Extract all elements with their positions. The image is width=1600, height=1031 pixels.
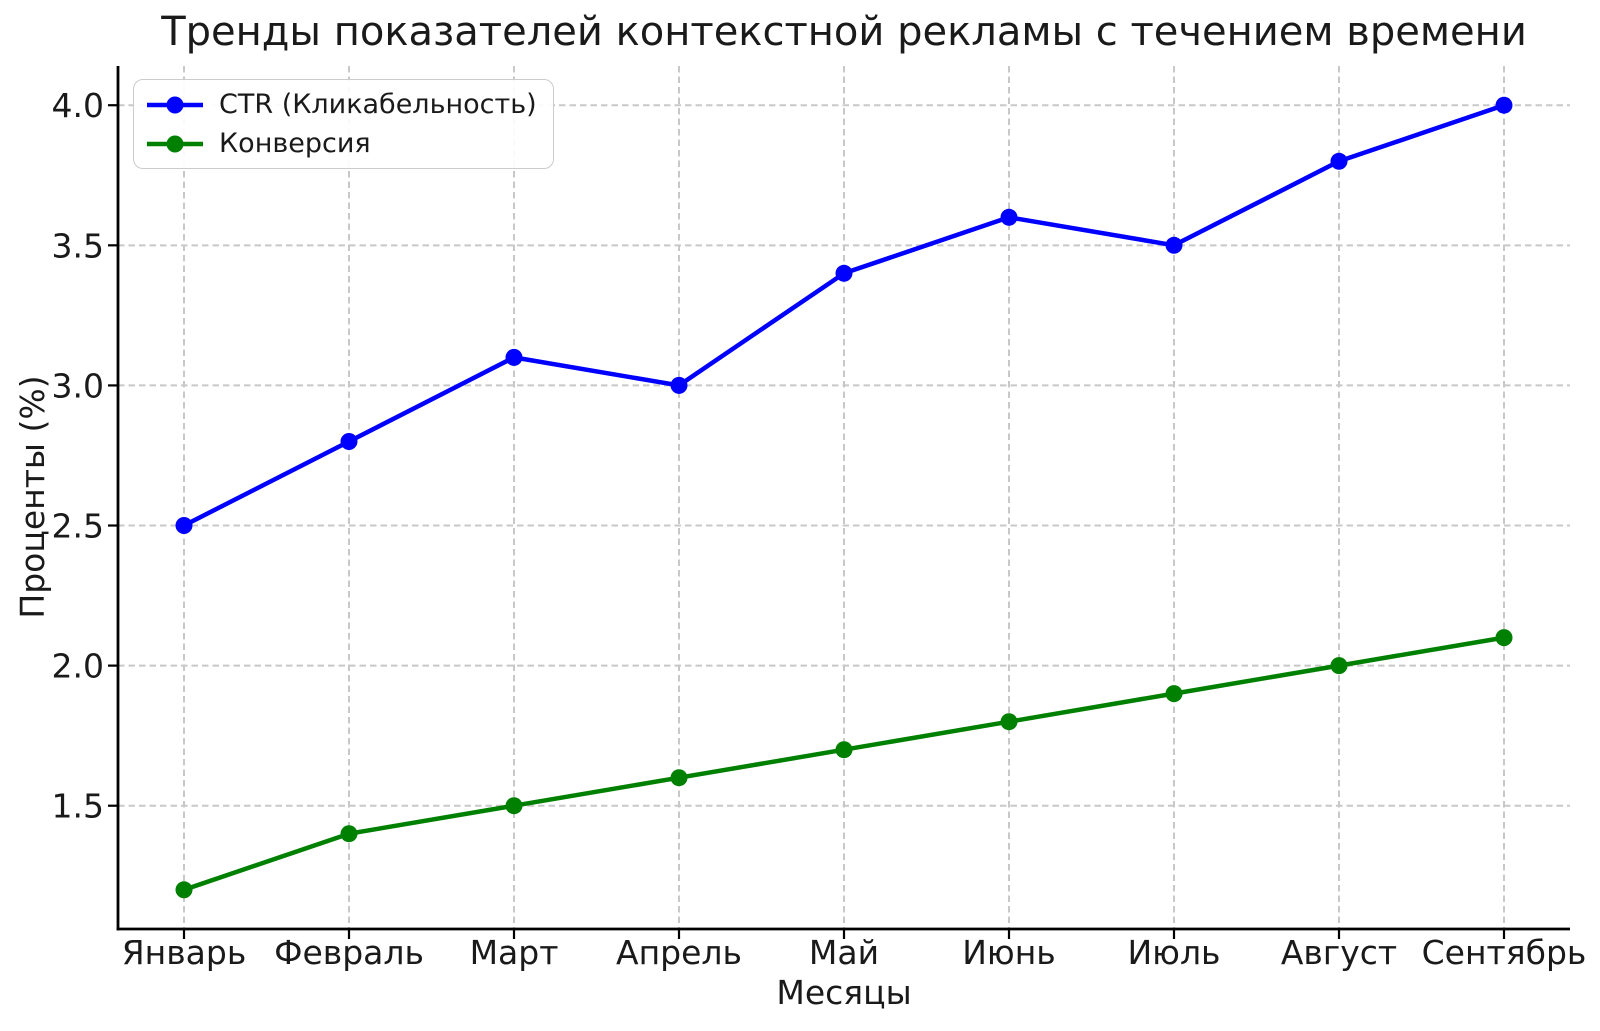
data-point-ctr bbox=[1165, 236, 1183, 254]
data-point-conversion bbox=[1000, 713, 1018, 731]
x-tick-label: Январь bbox=[122, 933, 247, 972]
data-point-conversion bbox=[670, 769, 688, 787]
data-point-ctr bbox=[1495, 96, 1513, 114]
x-tick-label: Июнь bbox=[962, 933, 1056, 972]
data-point-conversion bbox=[505, 797, 523, 815]
legend-dot bbox=[166, 135, 184, 152]
y-tick-label: 1.5 bbox=[52, 787, 104, 826]
y-tick-label: 3.5 bbox=[52, 226, 104, 265]
data-point-ctr bbox=[1330, 152, 1348, 170]
data-point-conversion bbox=[1165, 685, 1183, 703]
legend-dot bbox=[166, 96, 184, 113]
data-point-ctr bbox=[175, 517, 193, 534]
data-point-ctr bbox=[505, 348, 523, 366]
chart-title: Тренды показателей контекстной рекламы с… bbox=[161, 9, 1527, 55]
data-point-conversion bbox=[835, 741, 853, 759]
y-tick-label: 2.0 bbox=[52, 647, 104, 686]
data-point-conversion bbox=[175, 881, 193, 899]
legend-item: Конверсия bbox=[145, 128, 537, 159]
legend-label: CTR (Кликабельность) bbox=[219, 89, 537, 120]
y-tick-label: 2.5 bbox=[52, 507, 104, 546]
y-tick-label: 4.0 bbox=[52, 86, 104, 125]
x-tick-label: Март bbox=[470, 933, 559, 972]
legend-item: CTR (Кликабельность) bbox=[145, 89, 537, 120]
x-tick-label: Апрель bbox=[616, 933, 742, 972]
legend-label: Конверсия bbox=[219, 128, 371, 159]
x-tick-label: Июль bbox=[1127, 933, 1220, 972]
legend-marker-icon bbox=[147, 96, 203, 113]
data-point-conversion bbox=[1330, 657, 1348, 675]
data-point-ctr bbox=[340, 433, 358, 450]
x-tick-label: Февраль bbox=[274, 933, 424, 972]
data-point-ctr bbox=[670, 376, 688, 394]
data-point-conversion bbox=[340, 825, 358, 843]
y-axis-label: Проценты (%) bbox=[13, 375, 52, 619]
data-point-conversion bbox=[1495, 629, 1513, 647]
x-tick-label: Сентябрь bbox=[1422, 933, 1587, 972]
y-tick-label: 3.0 bbox=[52, 366, 104, 405]
x-tick-label: Май bbox=[809, 933, 879, 972]
data-point-ctr bbox=[1000, 208, 1018, 226]
legend-marker-icon bbox=[147, 135, 203, 152]
data-point-ctr bbox=[835, 264, 853, 282]
x-axis-label: Месяцы bbox=[776, 973, 912, 1012]
legend: CTR (Кликабельность) Конверсия bbox=[133, 79, 554, 169]
x-tick-label: Август bbox=[1281, 933, 1397, 972]
